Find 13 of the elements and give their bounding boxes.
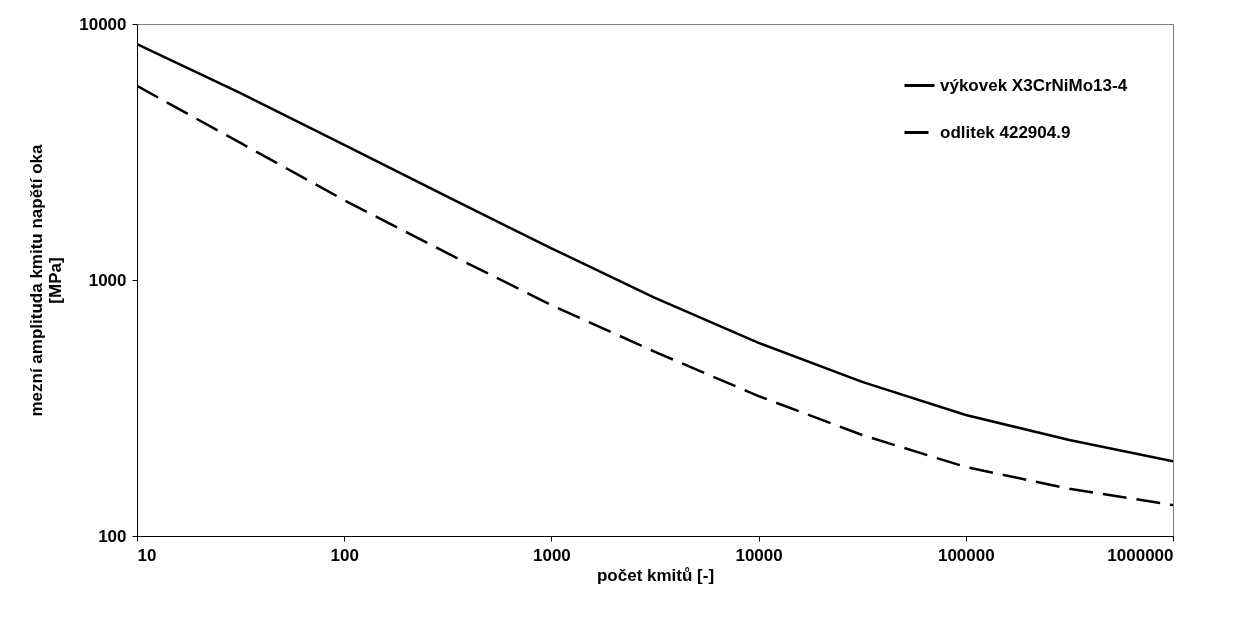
legend-label: výkovek X3CrNiMo13-4 — [940, 75, 1128, 95]
legend-label: odlitek 422904.9 — [940, 122, 1071, 142]
y-tick-label: 100 — [98, 526, 127, 546]
y-tick-label: 10000 — [79, 14, 127, 34]
x-tick-label: 10000 — [735, 545, 783, 565]
x-tick-label: 10 — [137, 545, 157, 565]
y-tick-label: 1000 — [88, 270, 127, 290]
x-tick-label: 1000 — [532, 545, 571, 565]
x-tick-label: 100000 — [937, 545, 995, 565]
x-tick-label: 1000000 — [1107, 545, 1174, 565]
x-axis-title: počet kmitů [-] — [596, 565, 715, 585]
y-axis-title: mezní amplituda kmitu napětí oka [MPa] — [27, 143, 66, 417]
x-tick-label: 100 — [330, 545, 359, 565]
